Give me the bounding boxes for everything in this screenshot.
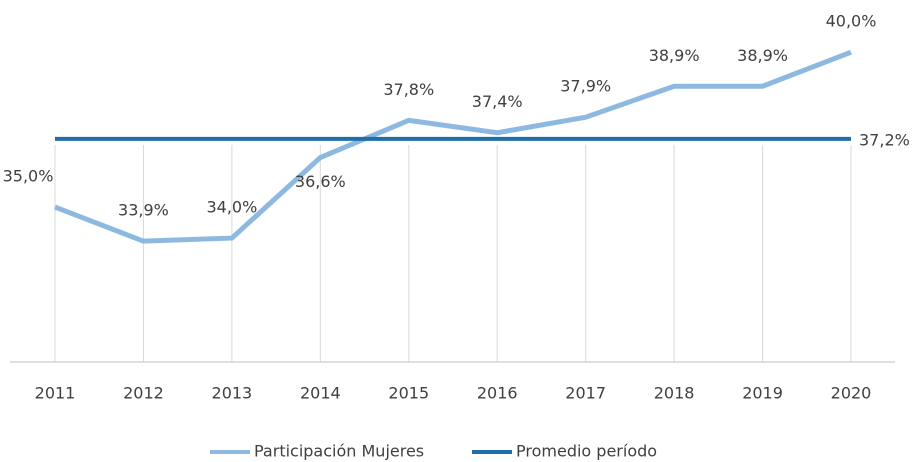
- x-tick-label: 2016: [477, 384, 518, 403]
- x-tick-label: 2020: [831, 384, 872, 403]
- x-tick-label: 2018: [654, 384, 695, 403]
- x-tick-label: 2019: [742, 384, 783, 403]
- data-label: 33,9%: [118, 201, 169, 220]
- data-label: 38,9%: [649, 46, 700, 65]
- x-tick-label: 2012: [123, 384, 164, 403]
- legend-label: Participación Mujeres: [254, 442, 424, 461]
- data-label: 35,0%: [3, 167, 54, 186]
- data-label: 37,8%: [383, 80, 434, 99]
- data-label: 37,9%: [560, 77, 611, 96]
- data-label: 40,0%: [826, 12, 877, 31]
- x-tick-label: 2014: [300, 384, 341, 403]
- data-label: 36,6%: [295, 172, 346, 191]
- x-tick-label: 2015: [388, 384, 429, 403]
- x-tick-label: 2011: [35, 384, 76, 403]
- legend-label: Promedio período: [516, 442, 657, 461]
- x-tick-label: 2017: [565, 384, 606, 403]
- data-label: 37,2%: [859, 130, 910, 149]
- series-line: [54, 49, 852, 244]
- x-tick-label: 2013: [212, 384, 253, 403]
- data-label: 37,4%: [472, 92, 523, 111]
- data-label: 34,0%: [206, 198, 257, 217]
- data-label: 38,9%: [737, 46, 788, 65]
